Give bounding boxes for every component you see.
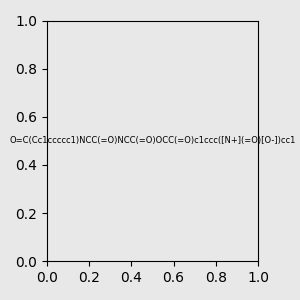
Text: O=C(Cc1ccccc1)NCC(=O)NCC(=O)OCC(=O)c1ccc([N+](=O)[O-])cc1: O=C(Cc1ccccc1)NCC(=O)NCC(=O)OCC(=O)c1ccc… — [9, 136, 296, 146]
